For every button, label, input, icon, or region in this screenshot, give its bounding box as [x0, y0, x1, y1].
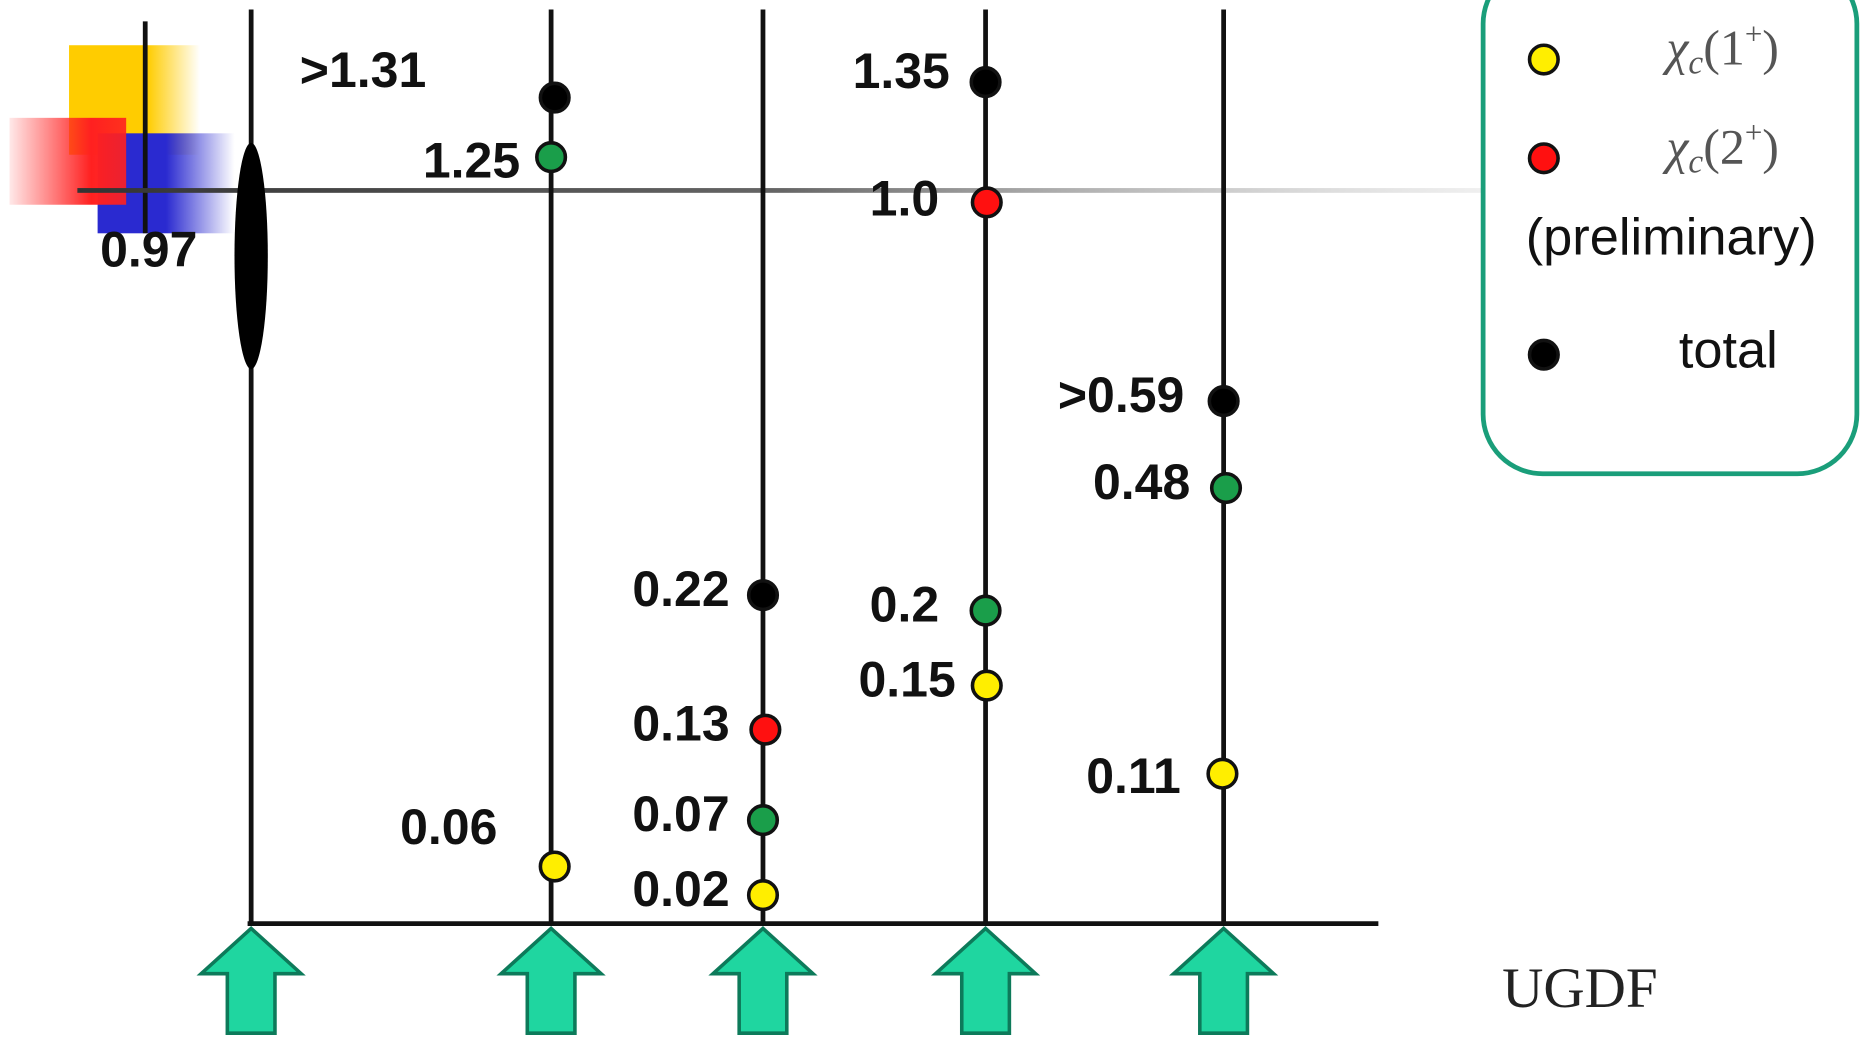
- value-label: 0.97: [100, 222, 197, 278]
- legend-label-part: χ: [1662, 20, 1690, 76]
- legend-label-part: (2: [1703, 119, 1745, 175]
- legend-marker: [1530, 144, 1559, 173]
- marker: [540, 83, 569, 112]
- legend-label-part: (1: [1703, 20, 1745, 76]
- axis-label: UGDF: [1502, 957, 1658, 1020]
- value-label: 1.25: [423, 132, 520, 188]
- marker: [234, 143, 267, 369]
- value-label: 0.15: [859, 651, 956, 707]
- legend-label-part: c: [1688, 44, 1703, 81]
- legend-label-part: ): [1762, 119, 1779, 175]
- legend-label-part: ): [1762, 20, 1779, 76]
- diagram: UGDF 0.97 >1.31 1.25 0.06 0.22 0.13 0.07 0.02 1.…: [0, 0, 1864, 1038]
- legend-label: χc(1+): [1662, 16, 1779, 81]
- marker: [1212, 474, 1241, 503]
- legend-label-part: χ: [1662, 119, 1690, 175]
- page: {"columns": [ {"points": [{"label": "0.9…: [0, 0, 1864, 1038]
- value-label: 1.0: [870, 171, 940, 227]
- value-label: 0.02: [632, 861, 729, 917]
- marker: [540, 852, 569, 881]
- value-label: 0.2: [870, 576, 940, 632]
- marker: [972, 671, 1001, 700]
- marker: [1208, 759, 1237, 788]
- legend-label: (preliminary): [1526, 208, 1817, 266]
- arrow: [1174, 928, 1274, 1033]
- value-label: 0.07: [632, 786, 729, 842]
- marker: [971, 596, 1000, 625]
- arrow: [713, 928, 813, 1033]
- value-label: >1.31: [300, 42, 426, 98]
- arrow: [201, 928, 301, 1033]
- marker: [749, 881, 778, 910]
- value-label: 0.06: [400, 799, 497, 855]
- legend-label: χc(2+): [1662, 115, 1779, 180]
- legend-marker: [1530, 340, 1559, 369]
- legend-label-part: +: [1745, 115, 1762, 150]
- arrow: [936, 928, 1036, 1033]
- value-label: >0.59: [1058, 367, 1184, 423]
- arrow: [501, 928, 601, 1033]
- reference-line: [77, 188, 1488, 193]
- marker: [749, 581, 778, 610]
- legend-marker: [1530, 45, 1559, 74]
- marker: [749, 806, 778, 835]
- marker: [971, 68, 1000, 97]
- diagram-body: UGDF 0.97 >1.31 1.25 0.06 0.22 0.13 0.07 0.02 1.…: [10, 0, 1857, 1033]
- marker: [972, 188, 1001, 217]
- marker: [1209, 387, 1238, 416]
- value-label: 0.22: [632, 561, 729, 617]
- legend-label-part: c: [1688, 143, 1703, 180]
- legend-label-part: +: [1745, 16, 1762, 51]
- value-label: 0.11: [1086, 748, 1181, 804]
- value-label: 0.13: [632, 695, 729, 751]
- value-label: 0.48: [1093, 454, 1190, 510]
- marker: [751, 715, 780, 744]
- legend-label: total: [1679, 321, 1778, 379]
- value-label: 1.35: [853, 43, 950, 99]
- marker: [537, 143, 566, 172]
